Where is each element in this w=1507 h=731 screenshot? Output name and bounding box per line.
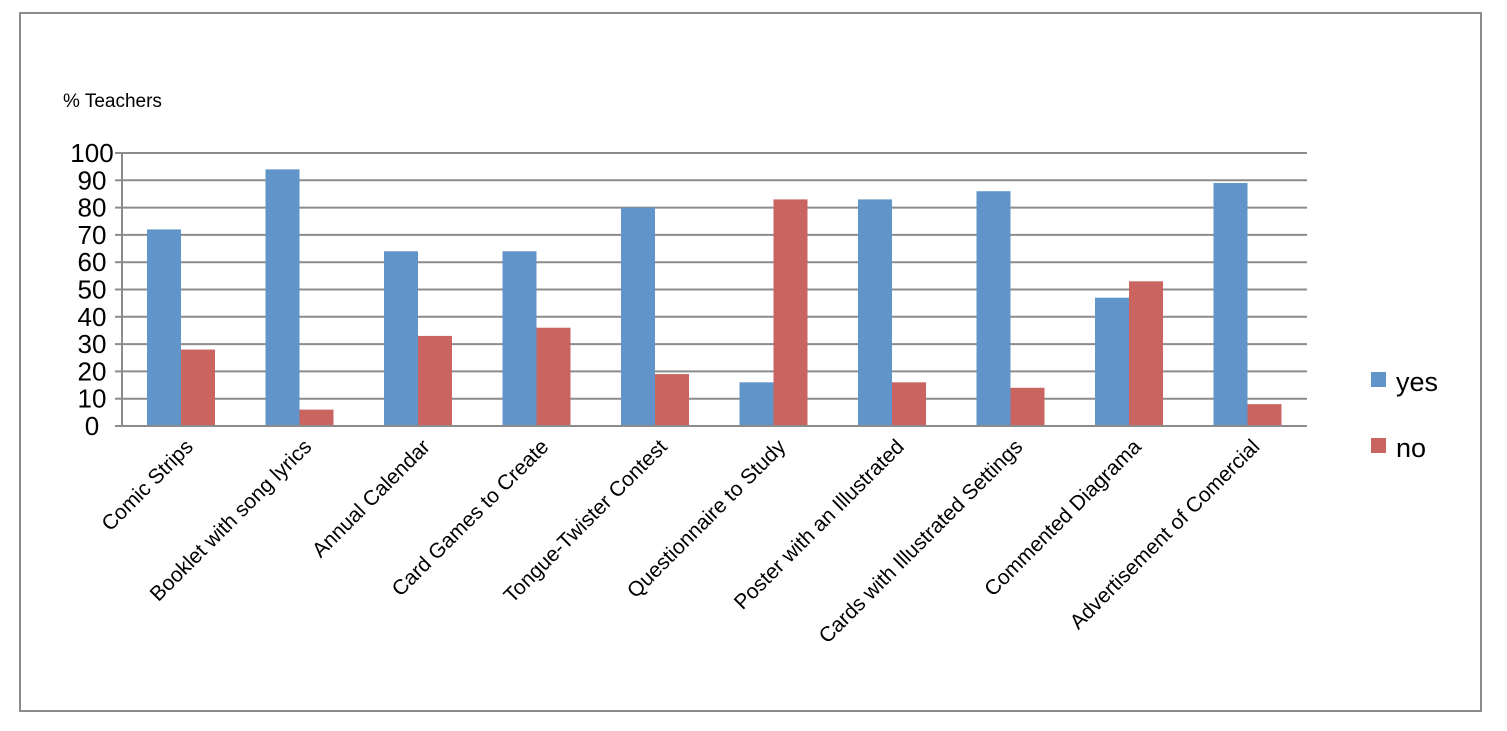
- y-tick-label: 20: [78, 356, 107, 386]
- y-tick-label: 0: [85, 411, 99, 441]
- bar-no: [655, 374, 689, 426]
- y-tick-label: 30: [78, 329, 107, 359]
- bar-yes: [1095, 297, 1129, 426]
- y-tick-label: 90: [78, 165, 107, 195]
- bar-no: [892, 382, 926, 426]
- bar-yes: [384, 251, 418, 426]
- bar-no: [418, 335, 452, 426]
- bar-no: [1129, 281, 1163, 426]
- legend-label-yes: yes: [1396, 367, 1438, 397]
- y-tick-label: 70: [78, 220, 107, 250]
- bar-yes: [621, 207, 655, 426]
- legend: yes no: [1371, 367, 1438, 463]
- bar-yes: [502, 251, 537, 426]
- legend-label-no: no: [1396, 433, 1426, 463]
- y-tick-label: 100: [70, 138, 113, 168]
- legend-swatch-yes: [1371, 372, 1386, 387]
- bar-yes: [739, 382, 774, 426]
- y-tick-label: 80: [78, 193, 107, 223]
- bar-yes: [265, 169, 300, 426]
- bar-yes: [1213, 183, 1248, 426]
- bar-no: [181, 349, 215, 426]
- bar-no: [536, 327, 571, 426]
- bar-no: [1010, 387, 1045, 426]
- y-tick-label: 60: [78, 247, 107, 277]
- x-tick-label: Comic Strips: [97, 435, 197, 535]
- bars: [147, 169, 1282, 426]
- y-tick-label: 40: [78, 302, 107, 332]
- bar-no: [773, 199, 808, 426]
- bar-yes: [976, 191, 1011, 426]
- y-tick-label: 10: [78, 384, 107, 414]
- bar-no: [299, 409, 334, 426]
- bar-yes: [858, 199, 892, 426]
- bar-yes: [147, 229, 181, 426]
- x-tick-label: Annual Calendar: [308, 435, 435, 562]
- y-tick-label: 50: [78, 275, 107, 305]
- x-tick-label: Advertisement of Comercial: [1066, 435, 1265, 634]
- legend-swatch-no: [1371, 438, 1386, 453]
- y-axis-label: % Teachers: [63, 91, 162, 112]
- bar-no: [1247, 404, 1282, 426]
- x-tick-label: Cards with Illustrated Settings: [815, 435, 1028, 648]
